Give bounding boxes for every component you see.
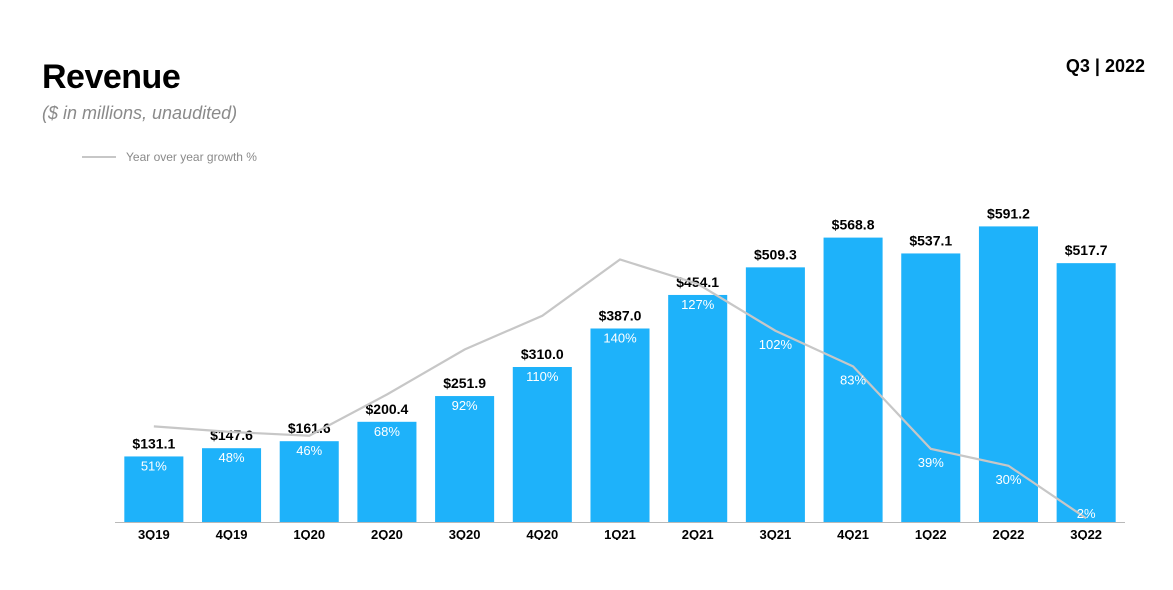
growth-pct-label: 30% xyxy=(995,472,1021,487)
growth-pct-label: 46% xyxy=(296,443,322,458)
growth-pct-label: 110% xyxy=(526,369,559,384)
growth-pct-label: 48% xyxy=(219,450,245,465)
bar-value-label: $509.3 xyxy=(754,246,797,262)
x-axis-label: 3Q20 xyxy=(449,527,481,540)
x-axis-label: 2Q20 xyxy=(371,527,403,540)
x-axis-label: 1Q21 xyxy=(604,527,636,540)
x-axis-label: 3Q21 xyxy=(759,527,791,540)
bar xyxy=(901,253,960,522)
growth-pct-label: 2% xyxy=(1077,506,1096,521)
x-axis-label: 4Q20 xyxy=(526,527,558,540)
bar-value-label: $131.1 xyxy=(132,435,175,451)
growth-pct-label: 39% xyxy=(918,455,944,470)
bar-value-label: $147.6 xyxy=(210,427,253,443)
growth-pct-label: 102% xyxy=(759,337,793,352)
x-axis-label: 2Q21 xyxy=(682,527,714,540)
header: Revenue ($ in millions, unaudited) xyxy=(42,58,237,124)
page-title: Revenue xyxy=(42,58,237,97)
growth-pct-label: 51% xyxy=(141,458,167,473)
growth-pct-label: 127% xyxy=(681,297,715,312)
growth-pct-label: 92% xyxy=(452,398,478,413)
legend-line-label: Year over year growth % xyxy=(126,150,257,164)
bar-value-label: $568.8 xyxy=(832,217,875,233)
bar-value-label: $310.0 xyxy=(521,346,564,362)
revenue-chart: $131.13Q19$147.64Q19$161.61Q20$200.42Q20… xyxy=(115,200,1125,540)
x-axis-label: 1Q20 xyxy=(293,527,325,540)
x-axis-label: 4Q21 xyxy=(837,527,869,540)
x-axis-label: 3Q22 xyxy=(1070,527,1102,540)
bar-value-label: $387.0 xyxy=(599,308,642,324)
x-axis-label: 1Q22 xyxy=(915,527,947,540)
x-axis-label: 4Q19 xyxy=(216,527,248,540)
chart-svg: $131.13Q19$147.64Q19$161.61Q20$200.42Q20… xyxy=(115,200,1125,540)
bar xyxy=(746,267,805,522)
growth-pct-label: 68% xyxy=(374,424,400,439)
bar-value-label: $537.1 xyxy=(909,232,952,248)
growth-pct-label: 140% xyxy=(603,331,637,346)
legend-line-swatch xyxy=(82,156,116,158)
bar-value-label: $591.2 xyxy=(987,205,1030,221)
bar-value-label: $517.7 xyxy=(1065,242,1108,258)
growth-pct-label: 83% xyxy=(840,372,866,387)
page: Revenue ($ in millions, unaudited) Q3 | … xyxy=(0,0,1173,590)
bar xyxy=(513,367,572,522)
period-label: Q3 | 2022 xyxy=(1066,56,1145,77)
bar xyxy=(435,396,494,522)
bar xyxy=(1057,263,1116,522)
bar xyxy=(590,329,649,523)
x-axis-label: 2Q22 xyxy=(993,527,1025,540)
bar xyxy=(668,295,727,522)
page-subtitle: ($ in millions, unaudited) xyxy=(42,103,237,124)
bar-value-label: $251.9 xyxy=(443,375,486,391)
x-axis-label: 3Q19 xyxy=(138,527,170,540)
legend: Year over year growth % xyxy=(82,150,257,164)
bar-value-label: $454.1 xyxy=(676,274,719,290)
